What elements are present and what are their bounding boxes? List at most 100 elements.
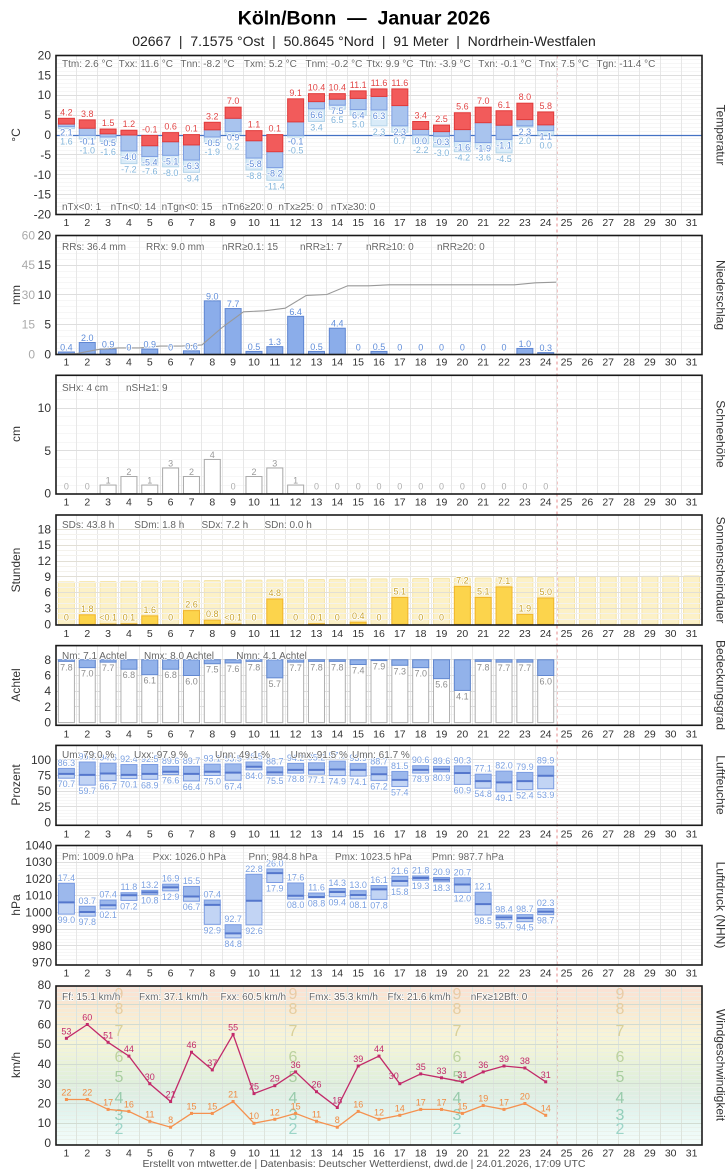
svg-text:4: 4 <box>126 968 132 980</box>
svg-text:30: 30 <box>665 968 677 980</box>
svg-text:3: 3 <box>105 217 111 229</box>
svg-text:25: 25 <box>561 628 573 640</box>
svg-text:22: 22 <box>498 628 510 640</box>
svg-text:2.5: 2.5 <box>435 114 448 124</box>
svg-text:7: 7 <box>189 1148 195 1160</box>
svg-text:10.4: 10.4 <box>308 83 326 93</box>
svg-text:20: 20 <box>457 497 469 509</box>
svg-text:5: 5 <box>147 497 153 509</box>
svg-text:93.9: 93.9 <box>349 753 367 763</box>
svg-text:16: 16 <box>373 357 385 369</box>
svg-text:11: 11 <box>312 1109 321 1119</box>
svg-text:27: 27 <box>602 357 614 369</box>
svg-text:26: 26 <box>582 729 594 741</box>
svg-text:<0.1: <0.1 <box>224 612 242 622</box>
svg-text:18: 18 <box>415 829 427 841</box>
svg-text:1: 1 <box>63 497 69 509</box>
svg-text:Fxx: 60.5 km/h: Fxx: 60.5 km/h <box>221 992 287 1003</box>
svg-text:26: 26 <box>582 968 594 980</box>
svg-text:19: 19 <box>436 497 448 509</box>
svg-text:-1.1: -1.1 <box>496 140 512 150</box>
svg-text:7.8: 7.8 <box>248 662 261 672</box>
svg-text:15: 15 <box>38 68 52 82</box>
svg-text:3: 3 <box>272 459 277 469</box>
svg-text:6: 6 <box>168 1148 174 1160</box>
svg-text:7: 7 <box>189 729 195 741</box>
svg-text:7.3: 7.3 <box>394 666 407 676</box>
svg-text:17: 17 <box>394 628 406 640</box>
svg-text:25: 25 <box>249 1082 259 1092</box>
svg-text:26: 26 <box>582 829 594 841</box>
svg-text:4: 4 <box>453 1090 462 1107</box>
svg-text:4: 4 <box>210 450 215 460</box>
svg-text:20: 20 <box>457 829 469 841</box>
svg-text:22.8: 22.8 <box>245 864 263 874</box>
svg-text:8: 8 <box>44 653 51 667</box>
svg-text:20: 20 <box>457 217 469 229</box>
svg-text:nRR≥0.1: 15: nRR≥0.1: 15 <box>222 242 279 253</box>
svg-text:20: 20 <box>457 729 469 741</box>
svg-text:2: 2 <box>84 1148 90 1160</box>
svg-text:0.0: 0.0 <box>539 141 552 151</box>
svg-text:27: 27 <box>602 217 614 229</box>
svg-text:3.4: 3.4 <box>310 123 323 133</box>
svg-text:-0.5: -0.5 <box>288 145 304 155</box>
svg-text:3.2: 3.2 <box>206 111 219 121</box>
svg-text:9: 9 <box>44 570 51 584</box>
svg-text:0: 0 <box>460 342 465 352</box>
svg-text:29: 29 <box>644 829 656 841</box>
svg-text:17: 17 <box>394 357 406 369</box>
svg-text:7.0: 7.0 <box>81 669 94 679</box>
svg-text:31: 31 <box>541 1070 551 1080</box>
svg-text:SDx: 7.2 h: SDx: 7.2 h <box>202 520 249 531</box>
svg-text:8: 8 <box>335 1115 340 1125</box>
svg-text:29: 29 <box>644 968 656 980</box>
svg-text:5: 5 <box>115 1069 124 1086</box>
svg-text:Nm: 7.1 Achtel: Nm: 7.1 Achtel <box>62 651 127 662</box>
svg-text:08.0: 08.0 <box>287 900 305 910</box>
svg-text:Umn: 61.7 %: Umn: 61.7 % <box>352 750 410 761</box>
svg-text:28: 28 <box>623 1148 635 1160</box>
svg-text:59.7: 59.7 <box>79 786 97 796</box>
svg-text:16.9: 16.9 <box>162 874 180 884</box>
svg-text:8: 8 <box>616 1001 625 1018</box>
svg-text:21: 21 <box>166 1090 176 1100</box>
svg-text:Tnx: 7.5 °C: Tnx: 7.5 °C <box>539 59 589 70</box>
svg-text:0: 0 <box>44 816 51 830</box>
svg-text:0.1: 0.1 <box>269 124 282 134</box>
svg-text:7.4: 7.4 <box>352 666 365 676</box>
svg-text:29: 29 <box>270 1074 280 1084</box>
svg-text:52.4: 52.4 <box>516 791 534 801</box>
svg-text:Pnn: 984.8 hPa: Pnn: 984.8 hPa <box>249 852 318 863</box>
svg-text:27: 27 <box>602 1148 614 1160</box>
svg-text:54.8: 54.8 <box>474 789 492 799</box>
svg-text:9: 9 <box>115 986 124 1003</box>
svg-text:-11.4: -11.4 <box>265 181 285 191</box>
svg-text:92.6: 92.6 <box>245 926 263 936</box>
svg-text:980: 980 <box>32 939 52 953</box>
svg-text:23: 23 <box>519 217 531 229</box>
svg-text:07.4: 07.4 <box>99 890 117 900</box>
svg-text:4: 4 <box>126 729 132 741</box>
svg-text:08.8: 08.8 <box>308 899 326 909</box>
svg-text:6: 6 <box>616 1049 625 1066</box>
svg-text:Sonnenscheindauer: Sonnenscheindauer <box>714 517 728 624</box>
svg-text:76.6: 76.6 <box>162 776 180 786</box>
svg-text:3: 3 <box>105 497 111 509</box>
svg-text:22: 22 <box>82 1088 92 1098</box>
svg-text:3: 3 <box>105 729 111 741</box>
svg-text:Txx: 11.6 °C: Txx: 11.6 °C <box>119 59 173 70</box>
svg-text:5: 5 <box>147 729 153 741</box>
svg-text:2: 2 <box>84 497 90 509</box>
svg-text:0.3: 0.3 <box>539 343 552 353</box>
svg-text:-6.3: -6.3 <box>184 161 200 171</box>
svg-text:3: 3 <box>168 459 173 469</box>
svg-text:13: 13 <box>311 829 323 841</box>
svg-text:0.9: 0.9 <box>144 340 157 350</box>
svg-text:6.1: 6.1 <box>498 100 511 110</box>
svg-text:2: 2 <box>84 829 90 841</box>
svg-text:17: 17 <box>394 217 406 229</box>
svg-text:02.3: 02.3 <box>537 898 555 908</box>
svg-text:9.1: 9.1 <box>289 88 302 98</box>
svg-text:5: 5 <box>453 1069 462 1086</box>
